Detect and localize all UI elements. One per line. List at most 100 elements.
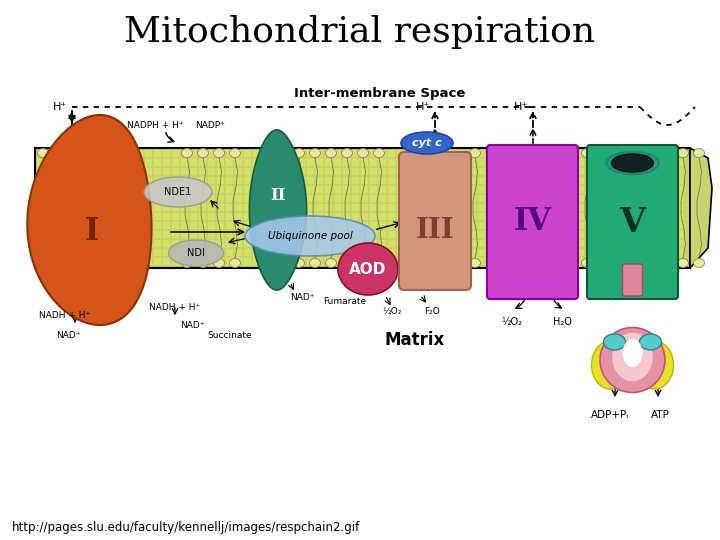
Bar (549, 194, 557, 201)
Bar (487, 150, 493, 157)
Bar (667, 258, 673, 265)
Bar (433, 258, 439, 265)
Bar (127, 221, 133, 228)
Bar (459, 150, 467, 157)
Bar (621, 213, 629, 219)
Bar (171, 167, 179, 174)
Bar (549, 204, 557, 211)
Bar (577, 204, 583, 211)
Bar (631, 159, 637, 165)
Bar (55, 221, 61, 228)
Bar (459, 213, 467, 219)
Bar (541, 248, 547, 255)
Bar (117, 240, 125, 246)
Bar (73, 240, 79, 246)
Bar (235, 213, 241, 219)
Bar (631, 258, 637, 265)
Bar (37, 231, 43, 238)
Bar (541, 177, 547, 184)
Bar (667, 167, 673, 174)
Bar (207, 258, 215, 265)
Bar (91, 240, 97, 246)
Bar (405, 258, 413, 265)
Bar (477, 231, 485, 238)
Bar (361, 194, 367, 201)
Bar (99, 167, 107, 174)
Bar (145, 221, 151, 228)
Bar (495, 186, 503, 192)
Bar (307, 258, 313, 265)
Bar (441, 258, 449, 265)
Bar (261, 213, 269, 219)
Bar (351, 167, 359, 174)
Bar (559, 204, 565, 211)
Bar (117, 231, 125, 238)
Bar (531, 258, 539, 265)
Bar (549, 258, 557, 265)
Text: H⁺: H⁺ (415, 102, 430, 112)
Bar (199, 150, 205, 157)
Bar (135, 231, 143, 238)
Bar (387, 159, 395, 165)
Bar (171, 231, 179, 238)
Bar (343, 186, 349, 192)
Bar (657, 213, 665, 219)
Bar (343, 248, 349, 255)
Ellipse shape (230, 259, 240, 267)
FancyBboxPatch shape (487, 145, 578, 299)
Bar (675, 204, 683, 211)
Bar (621, 177, 629, 184)
Bar (469, 231, 475, 238)
Bar (81, 150, 89, 157)
Bar (217, 167, 223, 174)
Bar (63, 258, 71, 265)
Ellipse shape (582, 259, 593, 267)
Bar (127, 248, 133, 255)
Bar (91, 221, 97, 228)
Bar (369, 186, 377, 192)
Bar (361, 231, 367, 238)
Bar (513, 221, 521, 228)
Bar (657, 186, 665, 192)
Bar (127, 213, 133, 219)
Bar (631, 150, 637, 157)
Bar (577, 167, 583, 174)
Bar (261, 194, 269, 201)
Bar (315, 150, 323, 157)
Bar (189, 248, 197, 255)
Bar (117, 167, 125, 174)
Ellipse shape (53, 259, 65, 267)
Bar (487, 167, 493, 174)
Bar (469, 194, 475, 201)
Bar (171, 177, 179, 184)
Bar (109, 258, 115, 265)
Bar (541, 150, 547, 157)
Bar (505, 221, 511, 228)
Bar (585, 258, 593, 265)
Bar (441, 194, 449, 201)
Bar (487, 221, 493, 228)
Bar (81, 240, 89, 246)
Bar (127, 194, 133, 201)
Bar (109, 186, 115, 192)
Bar (235, 204, 241, 211)
Bar (351, 248, 359, 255)
Bar (523, 186, 529, 192)
Bar (55, 258, 61, 265)
Bar (675, 159, 683, 165)
Bar (243, 177, 251, 184)
Bar (423, 186, 431, 192)
Bar (415, 186, 421, 192)
Bar (117, 258, 125, 265)
Ellipse shape (374, 259, 384, 267)
Bar (559, 248, 565, 255)
Bar (207, 213, 215, 219)
Bar (469, 213, 475, 219)
Bar (379, 150, 385, 157)
Bar (235, 194, 241, 201)
Bar (433, 150, 439, 157)
Bar (343, 150, 349, 157)
Bar (91, 186, 97, 192)
Bar (541, 186, 547, 192)
Bar (63, 150, 71, 157)
